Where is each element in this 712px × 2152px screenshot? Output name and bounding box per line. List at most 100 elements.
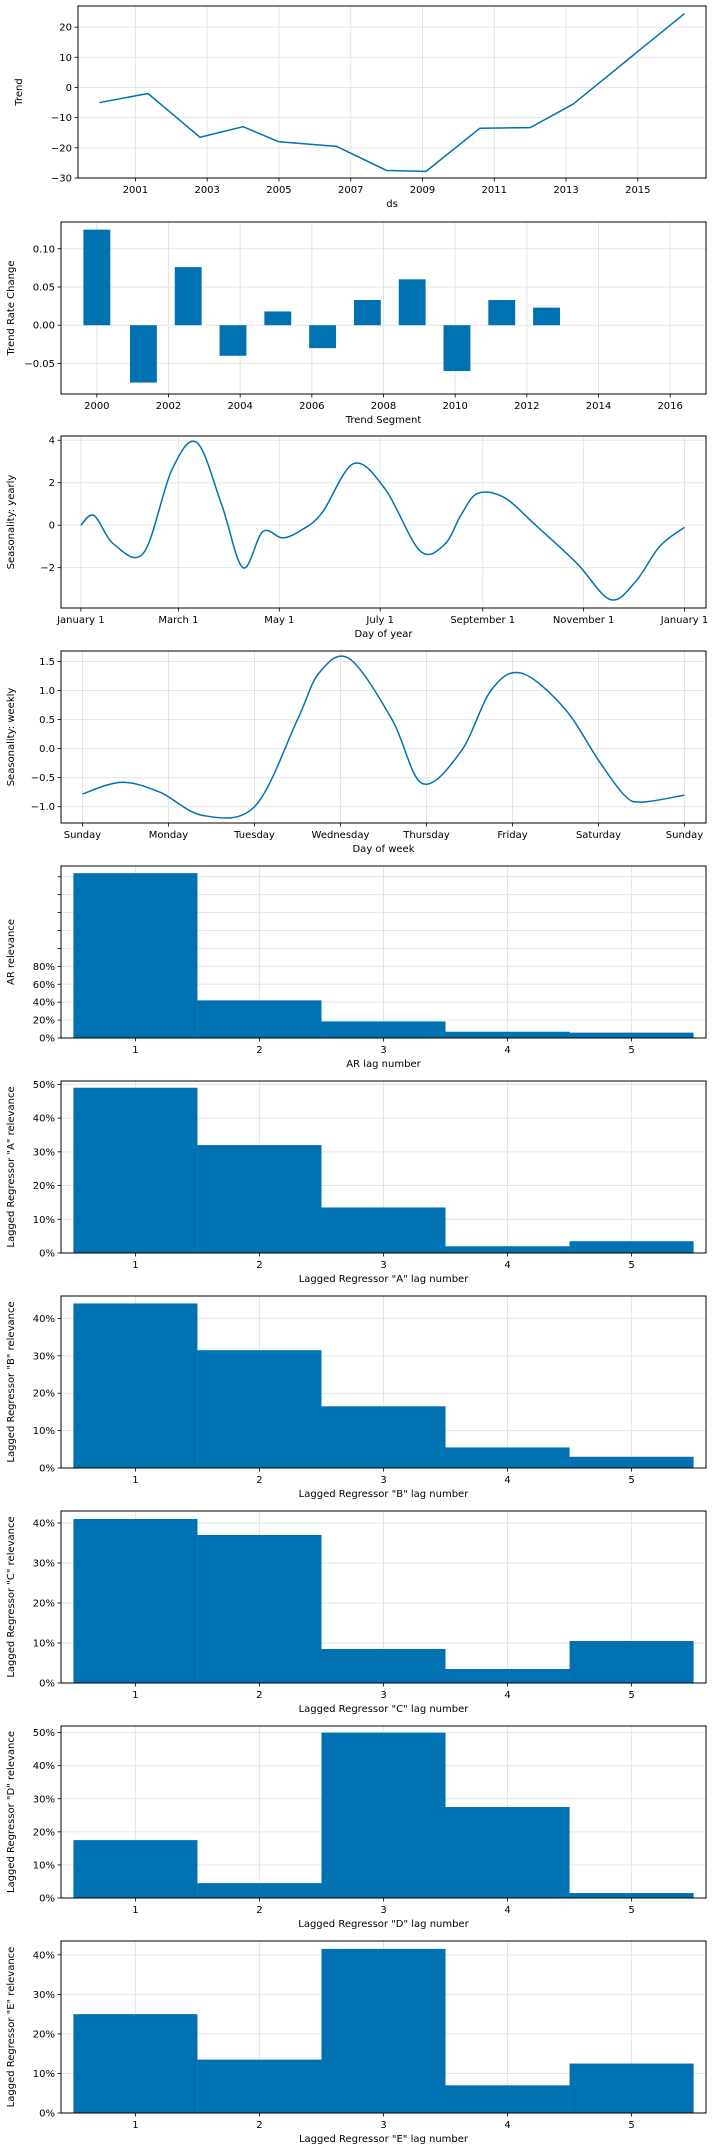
y-tick-label: −0.5 xyxy=(31,773,55,784)
bar xyxy=(533,307,560,326)
x-tick-label: 3 xyxy=(380,2120,386,2131)
x-tick-label: 2003 xyxy=(194,185,219,196)
y-tick-label: 10% xyxy=(33,1860,55,1871)
y-axis-label: Lagged Regressor "B" relevance xyxy=(6,1301,17,1462)
y-tick-label: 40% xyxy=(33,998,55,1009)
y-tick-label: −0.05 xyxy=(24,359,55,370)
x-tick-label: Tuesday xyxy=(233,830,275,841)
y-tick-label: −20 xyxy=(51,143,72,154)
chart-panel-5: 1 2 3 4 5 0% 20% 40% 60% 80% AR lag number AR relev… xyxy=(6,865,707,1070)
bar xyxy=(353,299,381,326)
x-tick-label: 2 xyxy=(256,2120,262,2131)
bar xyxy=(321,1649,446,1683)
chart-panel-4: Sunday Monday Tuesday Wednesday Thursday Frid… xyxy=(6,650,707,855)
y-axis-label: Lagged Regressor "C" relevance xyxy=(6,1516,17,1677)
y-axis-label: Trend xyxy=(14,78,25,106)
bar xyxy=(445,1246,570,1253)
bar xyxy=(569,1241,694,1253)
x-axis-label: ds xyxy=(386,199,398,210)
x-tick-label: 5 xyxy=(628,1475,634,1486)
bar xyxy=(197,2059,322,2113)
y-axis-label: Lagged Regressor "D" relevance xyxy=(6,1731,17,1893)
bar xyxy=(321,1207,446,1253)
y-axis-label: Lagged Regressor "A" relevance xyxy=(6,1086,17,1247)
chart-panel-2: 2000 2002 2004 2006 2008 2010 2012 2014 2016 −0.0… xyxy=(6,221,707,426)
x-tick-label: 5 xyxy=(628,1690,634,1701)
x-tick-label: 2000 xyxy=(84,401,109,412)
x-tick-label: 2011 xyxy=(482,185,507,196)
y-tick-label: 4 xyxy=(49,436,55,447)
y-tick-label: −2 xyxy=(40,563,55,574)
y-tick-label: 0.0 xyxy=(39,744,55,755)
y-tick-label: 0% xyxy=(39,1894,55,1905)
y-tick-label: 0% xyxy=(39,1034,55,1045)
y-tick-label: −10 xyxy=(51,113,72,124)
bar xyxy=(569,2063,694,2113)
bar xyxy=(321,1021,446,1038)
bar xyxy=(321,1406,446,1468)
y-tick-label: 20 xyxy=(59,23,72,34)
x-tick-label: 1 xyxy=(132,1690,138,1701)
bar xyxy=(197,1145,322,1253)
y-tick-label: 0% xyxy=(39,1249,55,1260)
y-tick-label: 0 xyxy=(66,83,72,94)
chart-panel-3: January 1 March 1 May 1 July 1 September 1 No… xyxy=(6,435,708,640)
y-tick-label: 20% xyxy=(33,1181,55,1192)
x-tick-label: 2005 xyxy=(266,185,291,196)
x-tick-label: 1 xyxy=(132,2120,138,2131)
y-tick-label: 10% xyxy=(33,1426,55,1437)
bar xyxy=(197,1535,322,1683)
x-tick-label: January 1 xyxy=(56,615,104,626)
x-tick-label: 5 xyxy=(628,1905,634,1916)
x-tick-label: 5 xyxy=(628,1260,634,1271)
x-tick-label: 2 xyxy=(256,1905,262,1916)
y-tick-label: −30 xyxy=(51,174,72,185)
bar xyxy=(264,311,292,326)
y-tick-label: 30% xyxy=(33,1990,55,2001)
y-axis-label: Trend Rate Change xyxy=(6,261,17,357)
y-tick-label: −1.0 xyxy=(31,802,55,813)
chart-panel-9: 1 2 3 4 50%10%20%30%40%50%Lagged Regressor "… xyxy=(6,1725,707,1930)
x-tick-label: 2004 xyxy=(227,401,252,412)
x-axis-label: Lagged Regressor "B" lag number xyxy=(299,1489,470,1500)
x-tick-label: 4 xyxy=(504,1260,510,1271)
x-tick-label: 1 xyxy=(132,1475,138,1486)
y-tick-label: 40% xyxy=(33,1314,55,1325)
x-tick-label: Saturday xyxy=(576,830,621,841)
x-tick-label: 4 xyxy=(504,1045,510,1056)
x-tick-label: Friday xyxy=(497,830,527,841)
x-tick-label: Sunday xyxy=(64,830,101,841)
x-tick-label: 5 xyxy=(628,2120,634,2131)
x-tick-label: 1 xyxy=(132,1260,138,1271)
plot-frame xyxy=(60,435,707,609)
y-tick-label: 10% xyxy=(33,1215,55,1226)
x-tick-label: 2010 xyxy=(442,401,467,412)
x-tick-label: March 1 xyxy=(158,615,198,626)
bar xyxy=(488,299,516,326)
bar xyxy=(73,2014,198,2113)
x-tick-label: Monday xyxy=(149,830,189,841)
x-tick-label: 2016 xyxy=(657,401,682,412)
chart-panel-6: 1 2 3 4 50%10%20%30%40%50%Lagged Regressor "… xyxy=(6,1080,707,1285)
x-tick-label: November 1 xyxy=(553,615,615,626)
plot-frame xyxy=(77,5,707,179)
y-tick-label: 0.10 xyxy=(33,244,55,255)
bar xyxy=(73,1087,198,1253)
y-tick-label: 50% xyxy=(33,1728,55,1739)
series-line xyxy=(82,655,685,819)
x-tick-label: Wednesday xyxy=(312,830,370,841)
plot-frame xyxy=(60,650,707,824)
x-tick-label: 4 xyxy=(504,2120,510,2131)
y-tick-label: 20% xyxy=(33,1599,55,1610)
y-tick-label: 40% xyxy=(33,1950,55,1961)
bar xyxy=(445,1807,570,1898)
x-tick-label: 2 xyxy=(256,1260,262,1271)
y-tick-label: 30% xyxy=(33,1559,55,1570)
chart-panel-10: 1 2 3 4 5 0% 10% 20% 30% 40% Lagged Regressor "E" … xyxy=(6,1940,707,2145)
x-tick-label: 1 xyxy=(132,1045,138,1056)
x-tick-label: 5 xyxy=(628,1045,634,1056)
x-tick-label: 4 xyxy=(504,1475,510,1486)
x-axis-label: Trend Segment xyxy=(345,415,422,426)
y-tick-label: 0% xyxy=(39,1679,55,1690)
